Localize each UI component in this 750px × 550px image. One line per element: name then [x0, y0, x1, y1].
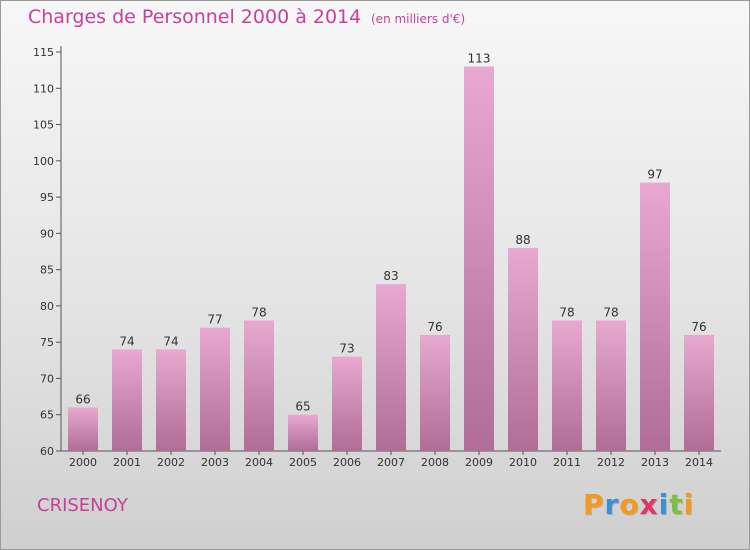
value-label-2006: 73 [339, 342, 354, 356]
bar-2006 [332, 356, 362, 451]
x-tick-label-2009: 2009 [465, 456, 493, 469]
value-label-2001: 74 [119, 334, 134, 348]
x-tick-label-2011: 2011 [553, 456, 581, 469]
x-tick-label-2010: 2010 [509, 456, 537, 469]
value-label-2008: 76 [427, 320, 442, 334]
y-tick-label: 75 [40, 336, 54, 349]
y-tick-label: 115 [33, 46, 54, 59]
logo-letter: x [639, 488, 659, 521]
bar-2008 [420, 334, 450, 451]
bar-2001 [112, 349, 142, 451]
value-label-2013: 97 [647, 168, 662, 182]
bars-group: 66 74 74 77 78 65 73 83 76 113 88 78 78 97 76 [68, 52, 714, 451]
bar-2002 [156, 349, 186, 451]
commune-name: CRISENOY [37, 495, 128, 516]
bar-2010 [508, 247, 538, 451]
y-tick-label: 95 [40, 191, 54, 204]
x-tick-label-2001: 2001 [113, 456, 141, 469]
bar-2013 [640, 182, 670, 451]
bar-2012 [596, 320, 626, 451]
bar-2007 [376, 284, 406, 451]
y-tick-label: 110 [33, 82, 54, 95]
y-tick-label: 70 [40, 372, 54, 385]
logo-letter: t [669, 488, 684, 521]
y-tick-label: 90 [40, 227, 54, 240]
value-label-2012: 78 [603, 305, 618, 319]
value-label-2014: 76 [691, 320, 706, 334]
x-tick-label-2000: 2000 [69, 456, 97, 469]
value-label-2002: 74 [163, 334, 178, 348]
bar-2003 [200, 327, 230, 451]
bar-2000 [68, 407, 98, 451]
bar-2004 [244, 320, 274, 451]
y-tick-label: 100 [33, 155, 54, 168]
y-tick-label: 85 [40, 264, 54, 277]
y-tick-label: 60 [40, 445, 54, 458]
bar-2011 [552, 320, 582, 451]
value-label-2004: 78 [251, 305, 266, 319]
x-tick-label-2014: 2014 [685, 456, 713, 469]
logo-letter: r [604, 488, 620, 521]
y-tick-label: 65 [40, 409, 54, 422]
logo-letter: P [583, 488, 605, 521]
value-label-2011: 78 [559, 305, 574, 319]
logo-letter: i [658, 488, 670, 521]
value-label-2010: 88 [515, 233, 530, 247]
x-tick-label-2008: 2008 [421, 456, 449, 469]
y-tick-label: 80 [40, 300, 54, 313]
proxiti-logo: Proxiti [583, 488, 694, 521]
value-label-2007: 83 [383, 269, 398, 283]
x-tick-label-2006: 2006 [333, 456, 361, 469]
x-tick-label-2005: 2005 [289, 456, 317, 469]
x-tick-label-2007: 2007 [377, 456, 405, 469]
x-tick-label-2013: 2013 [641, 456, 669, 469]
x-tick-label-2003: 2003 [201, 456, 229, 469]
logo-letter: i [683, 488, 695, 521]
x-tick-label-2012: 2012 [597, 456, 625, 469]
logo-letter: o [619, 488, 640, 521]
value-label-2003: 77 [207, 313, 222, 327]
value-label-2009: 113 [468, 52, 491, 66]
bar-2009 [464, 66, 494, 451]
x-tick-label-2002: 2002 [157, 456, 185, 469]
y-tick-label: 105 [33, 119, 54, 132]
x-tick-label-2004: 2004 [245, 456, 273, 469]
value-label-2005: 65 [295, 400, 310, 414]
chart-title: Charges de Personnel 2000 à 2014 [28, 6, 362, 28]
bar-2014 [684, 334, 714, 451]
bar-2005 [288, 414, 318, 451]
value-label-2000: 66 [75, 392, 90, 406]
chart-subtitle: (en milliers d'€) [371, 12, 466, 26]
